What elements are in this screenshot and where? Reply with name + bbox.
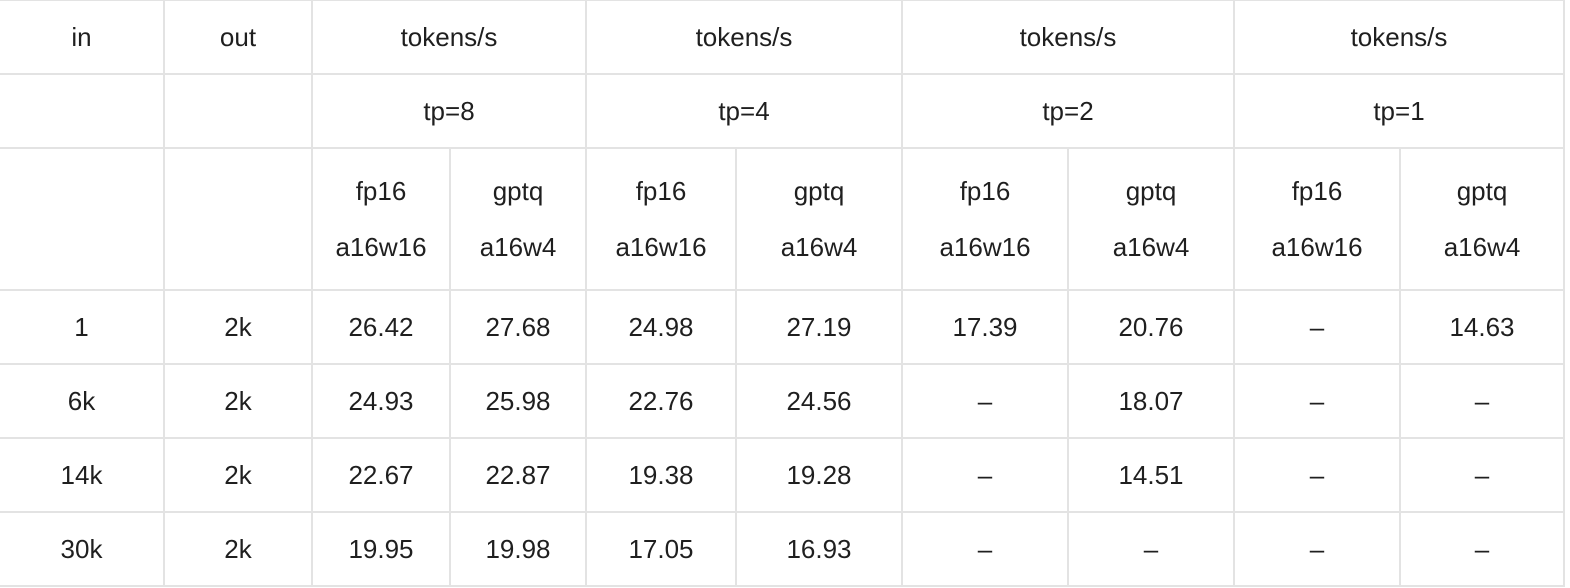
precision-name: fp16	[959, 176, 1011, 206]
table-row: 30k 2k 19.95 19.98 17.05 16.93 – – – –	[0, 511, 1565, 587]
precision-name: gptq	[492, 176, 544, 206]
cell-value: 17.05	[585, 511, 737, 587]
precision-header-cell: gptq a16w4	[449, 147, 587, 291]
table-row: 14k 2k 22.67 22.87 19.38 19.28 – 14.51 –…	[0, 437, 1565, 513]
table-row: 1 2k 26.42 27.68 24.98 27.19 17.39 20.76…	[0, 289, 1565, 365]
header-tp8: tp=8	[311, 73, 587, 149]
cell-value: –	[1233, 511, 1401, 587]
header-in: in	[0, 0, 165, 75]
precision-name: fp16	[635, 176, 687, 206]
header-metric-tp8: tokens/s	[311, 0, 587, 75]
precision-bits: a16w4	[479, 232, 557, 262]
precision-header-cell: fp16 a16w16	[311, 147, 451, 291]
precision-bits: a16w16	[335, 232, 427, 262]
cell-value: 19.98	[449, 511, 587, 587]
cell-out: 2k	[163, 289, 313, 365]
cell-in: 1	[0, 289, 165, 365]
precision-name: fp16	[1291, 176, 1343, 206]
cell-value: 16.93	[735, 511, 903, 587]
precision-name: gptq	[793, 176, 845, 206]
header-metric-tp2: tokens/s	[901, 0, 1235, 75]
header-out: out	[163, 0, 313, 75]
precision-name: gptq	[1125, 176, 1177, 206]
cell-out: 2k	[163, 437, 313, 513]
precision-header-cell: fp16 a16w16	[901, 147, 1069, 291]
precision-name: gptq	[1456, 176, 1508, 206]
cell-value: 18.07	[1067, 363, 1235, 439]
header-tp1: tp=1	[1233, 73, 1565, 149]
precision-bits: a16w16	[615, 232, 707, 262]
cell-value: 17.39	[901, 289, 1069, 365]
cell-value: 19.38	[585, 437, 737, 513]
header-empty-cell	[163, 147, 313, 291]
precision-header-cell: gptq a16w4	[735, 147, 903, 291]
cell-value: –	[901, 437, 1069, 513]
cell-value: 22.67	[311, 437, 451, 513]
precision-bits: a16w4	[1112, 232, 1190, 262]
precision-header-cell: fp16 a16w16	[585, 147, 737, 291]
cell-value: –	[1233, 289, 1401, 365]
header-row-tp: tp=8 tp=4 tp=2 tp=1	[0, 73, 1565, 149]
header-tp2: tp=2	[901, 73, 1235, 149]
cell-value: 27.19	[735, 289, 903, 365]
precision-bits: a16w4	[1443, 232, 1521, 262]
cell-value: –	[1399, 511, 1565, 587]
header-tp4: tp=4	[585, 73, 903, 149]
cell-value: –	[1067, 511, 1235, 587]
cell-value: 26.42	[311, 289, 451, 365]
header-row-metric: in out tokens/s tokens/s tokens/s tokens…	[0, 0, 1565, 75]
precision-header-cell: gptq a16w4	[1067, 147, 1235, 291]
cell-in: 6k	[0, 363, 165, 439]
precision-header-cell: fp16 a16w16	[1233, 147, 1401, 291]
cell-value: –	[1233, 437, 1401, 513]
header-empty-cell	[163, 73, 313, 149]
header-empty-cell	[0, 147, 165, 291]
cell-out: 2k	[163, 511, 313, 587]
cell-value: 25.98	[449, 363, 587, 439]
header-empty-cell	[0, 73, 165, 149]
cell-value: 27.68	[449, 289, 587, 365]
header-row-precision: fp16 a16w16 gptq a16w4 fp16 a16w16 gptq a16w…	[0, 147, 1565, 291]
table-row: 6k 2k 24.93 25.98 22.76 24.56 – 18.07 – …	[0, 363, 1565, 439]
cell-value: 22.87	[449, 437, 587, 513]
cell-value: –	[1399, 363, 1565, 439]
precision-bits: a16w16	[1271, 232, 1363, 262]
cell-value: –	[901, 363, 1069, 439]
precision-bits: a16w16	[939, 232, 1031, 262]
cell-in: 30k	[0, 511, 165, 587]
cell-value: –	[901, 511, 1069, 587]
cell-value: 22.76	[585, 363, 737, 439]
cell-value: –	[1399, 437, 1565, 513]
cell-value: 20.76	[1067, 289, 1235, 365]
cell-value: 24.98	[585, 289, 737, 365]
cell-value: 24.56	[735, 363, 903, 439]
cell-value: 14.51	[1067, 437, 1235, 513]
header-metric-tp4: tokens/s	[585, 0, 903, 75]
cell-value: 19.28	[735, 437, 903, 513]
precision-bits: a16w4	[780, 232, 858, 262]
cell-value: 14.63	[1399, 289, 1565, 365]
cell-value: –	[1233, 363, 1401, 439]
precision-header-cell: gptq a16w4	[1399, 147, 1565, 291]
cell-in: 14k	[0, 437, 165, 513]
precision-name: fp16	[355, 176, 407, 206]
header-metric-tp1: tokens/s	[1233, 0, 1565, 75]
cell-value: 19.95	[311, 511, 451, 587]
cell-value: 24.93	[311, 363, 451, 439]
cell-out: 2k	[163, 363, 313, 439]
